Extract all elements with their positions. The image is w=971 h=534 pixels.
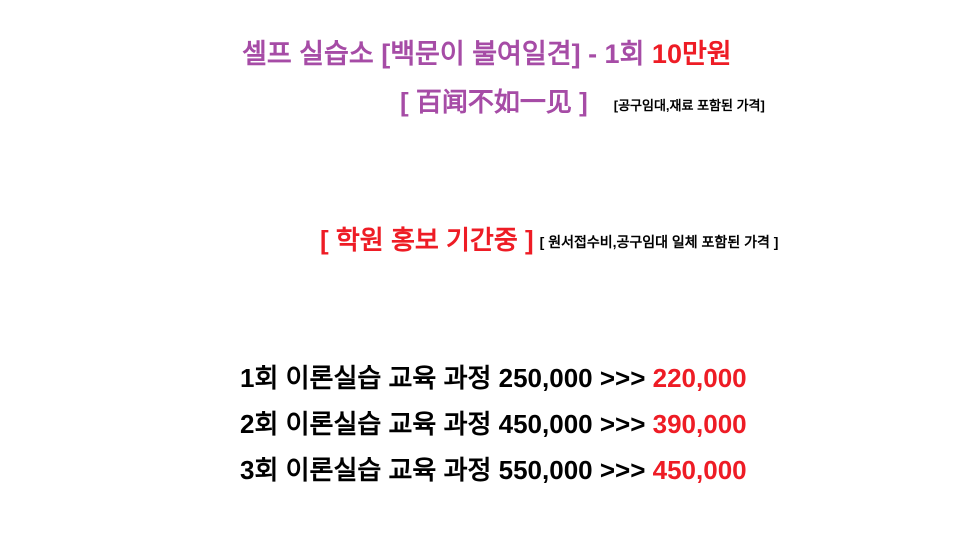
promo-heading: [ 학원 홍보 기간중 ] [ 원서접수비,공구임대 일체 포함된 가격 ] [320, 220, 778, 257]
promo-text: [ 학원 홍보 기간중 ] [320, 225, 534, 255]
course-row: 3회 이론실습 교육 과정 550,000 >>> 450,000 [240, 450, 747, 487]
title-text: 셀프 실습소 [백문이 불여일견] - 1회 [242, 39, 652, 69]
promo-note: [ 원서접수비,공구임대 일체 포함된 가격 ] [539, 234, 779, 251]
subtitle-text: [ 百闻不如一见 ] [400, 87, 588, 117]
course-label: 3회 이론실습 교육 과정 550,000 >>> [240, 455, 653, 485]
course-label: 1회 이론실습 교육 과정 250,000 >>> [240, 363, 653, 393]
course-row: 1회 이론실습 교육 과정 250,000 >>> 220,000 [240, 358, 747, 395]
course-price: 220,000 [652, 363, 747, 393]
course-price: 390,000 [652, 409, 747, 439]
page-title: 셀프 실습소 [백문이 불여일견] - 1회 10만원 [242, 32, 732, 71]
title-price: 10만원 [651, 39, 732, 69]
subtitle: [ 百闻不如一见 ] [공구임대,재료 포함된 가격] [400, 82, 765, 119]
subtitle-note: [공구임대,재료 포함된 가격] [613, 97, 765, 113]
course-label: 2회 이론실습 교육 과정 450,000 >>> [240, 409, 653, 439]
course-price: 450,000 [652, 455, 747, 485]
course-row: 2회 이론실습 교육 과정 450,000 >>> 390,000 [240, 404, 747, 441]
